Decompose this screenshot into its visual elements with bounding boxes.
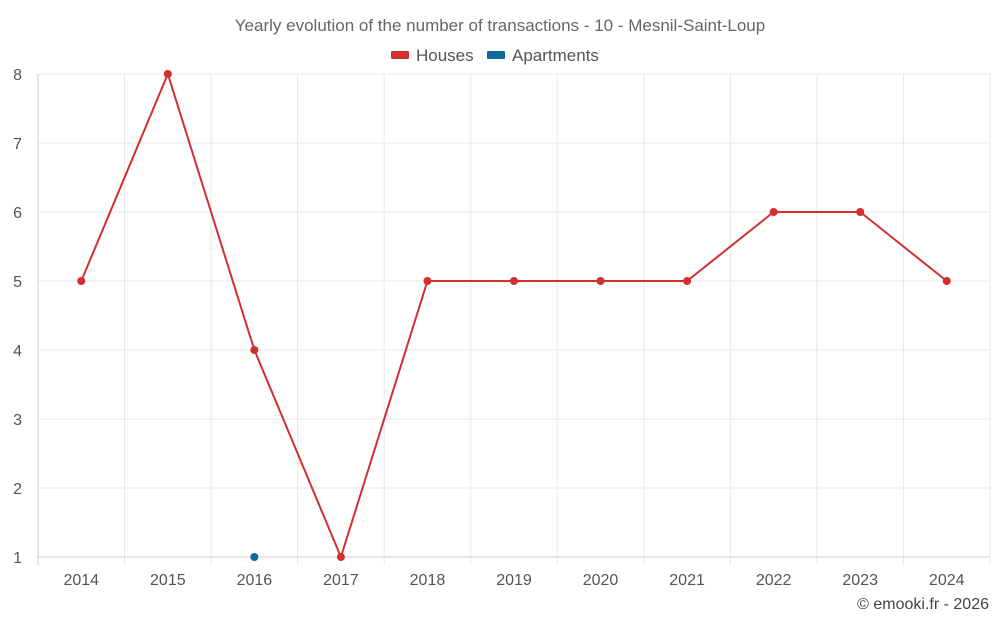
x-tick-label: 2015 (150, 572, 186, 589)
tick-labels: 1 2 3 4 5 6 7 8 2014 2015 2016 2017 2018 2019 2020 2021… (13, 67, 965, 589)
x-tick-label: 2014 (63, 572, 99, 589)
x-tick-label: 2021 (669, 572, 705, 589)
y-tick-label: 7 (13, 136, 22, 153)
data-point-apartments[interactable] (250, 553, 259, 561)
legend-item-apartments[interactable]: Apartments (487, 46, 599, 65)
data-point-houses[interactable] (250, 346, 259, 354)
legend-label-apartments: Apartments (512, 46, 599, 65)
data-point-houses[interactable] (856, 208, 865, 216)
x-tick-label: 2018 (410, 572, 446, 589)
y-tick-label: 2 (13, 481, 22, 498)
y-tick-label: 4 (13, 343, 22, 360)
credit-text: © emooki.fr - 2026 (857, 596, 989, 613)
data-point-houses[interactable] (683, 277, 692, 285)
legend-swatch-houses (391, 51, 409, 59)
axes (37, 74, 990, 565)
data-point-houses[interactable] (769, 208, 778, 216)
x-tick-label: 2022 (756, 572, 792, 589)
x-tick-label: 2020 (583, 572, 619, 589)
data-point-houses[interactable] (510, 277, 518, 285)
y-tick-label: 3 (13, 412, 22, 429)
legend-item-houses[interactable]: Houses (391, 46, 474, 65)
y-tick-label: 5 (13, 274, 22, 291)
data-point-houses[interactable] (77, 277, 86, 285)
data-point-houses[interactable] (596, 277, 605, 285)
plot-area (77, 70, 951, 561)
legend-swatch-apartments (487, 51, 505, 59)
y-tick-label: 6 (13, 205, 22, 222)
data-point-houses[interactable] (163, 70, 172, 78)
x-tick-label: 2023 (842, 572, 878, 589)
data-point-houses[interactable] (336, 553, 345, 561)
legend-label-houses: Houses (416, 46, 474, 65)
data-point-houses[interactable] (942, 277, 951, 285)
x-tick-label: 2024 (929, 572, 965, 589)
x-tick-label: 2017 (323, 572, 359, 589)
x-tick-label: 2019 (496, 572, 532, 589)
legend: Houses Apartments (391, 46, 599, 65)
y-tick-label: 8 (13, 67, 22, 84)
chart-title: Yearly evolution of the number of transa… (235, 16, 765, 35)
data-point-houses[interactable] (423, 277, 432, 285)
grid (38, 73, 991, 565)
y-tick-label: 1 (13, 550, 22, 567)
x-tick-label: 2016 (237, 572, 273, 589)
